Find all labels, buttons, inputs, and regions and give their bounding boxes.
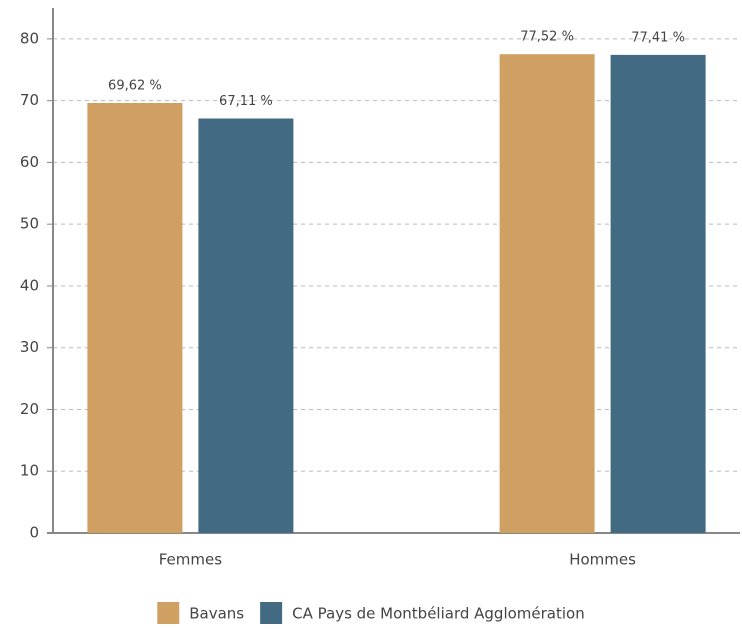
y-tick-label: 10	[20, 462, 39, 480]
value-label: 67,11 %	[219, 94, 273, 109]
legend-swatch	[157, 602, 180, 624]
legend-label: Bavans	[189, 605, 244, 623]
x-tick-label: Hommes	[569, 551, 636, 569]
value-label: 69,62 %	[108, 78, 162, 93]
y-tick-label: 30	[20, 338, 39, 356]
y-tick-label: 60	[20, 153, 39, 171]
x-tick-label: Femmes	[159, 551, 222, 569]
bar	[198, 118, 294, 533]
y-tick-label: 0	[29, 524, 39, 542]
y-tick-label: 80	[20, 29, 39, 47]
legend: Bavans CA Pays de Montbéliard Agglomérati…	[157, 602, 585, 624]
bar	[610, 54, 706, 533]
value-label: 77,41 %	[631, 30, 685, 45]
y-tick-label: 50	[20, 215, 39, 233]
legend-label: CA Pays de Montbéliard Agglomération	[292, 605, 585, 623]
value-label: 77,52 %	[520, 30, 574, 45]
y-tick-label: 70	[20, 91, 39, 109]
y-tick-label: 40	[20, 276, 39, 294]
y-tick-label: 20	[20, 400, 39, 418]
legend-swatch	[260, 602, 283, 624]
bar	[499, 54, 595, 533]
bar	[87, 102, 183, 534]
